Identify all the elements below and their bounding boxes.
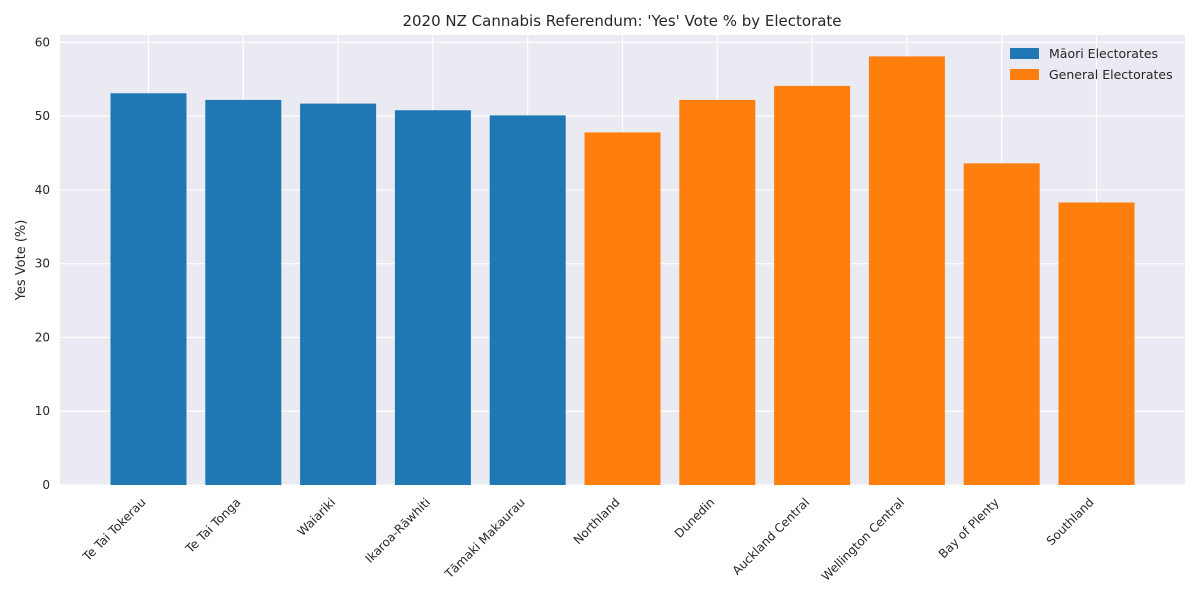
bar-bay-of-plenty: [963, 163, 1040, 485]
bars: [110, 56, 1135, 486]
y-tick-labels: 0 10 20 30 40 50 60: [35, 35, 50, 492]
bar-te-tai-tonga: [205, 99, 282, 485]
bar-auckland-central: [774, 85, 851, 485]
bar-dunedin: [679, 99, 756, 485]
chart-title: 2020 NZ Cannabis Referendum: 'Yes' Vote …: [402, 12, 841, 30]
bar-te-tai-tokerau: [110, 93, 187, 485]
legend-swatch: [1010, 69, 1039, 80]
legend-swatch: [1010, 48, 1039, 59]
y-tick-label: 60: [35, 35, 50, 49]
y-tick-label: 30: [35, 257, 50, 271]
y-tick-label: 0: [42, 478, 50, 492]
y-axis-label: Yes Vote (%): [14, 220, 29, 302]
y-tick-label: 10: [35, 404, 50, 418]
legend-label: Māori Electorates: [1049, 46, 1158, 61]
bar-ikaroa-r-whiti: [394, 110, 471, 485]
bar-northland: [584, 132, 661, 485]
bar-southland: [1058, 202, 1135, 485]
y-tick-label: 20: [35, 330, 50, 344]
y-tick-label: 50: [35, 109, 50, 123]
legend: Māori Electorates General Electorates: [1010, 46, 1173, 82]
bar-waiariki: [300, 103, 377, 485]
legend-label: General Electorates: [1049, 67, 1173, 82]
bar-t-maki-makaurau: [489, 115, 566, 485]
bar-wellington-central: [868, 56, 945, 486]
y-tick-label: 40: [35, 183, 50, 197]
